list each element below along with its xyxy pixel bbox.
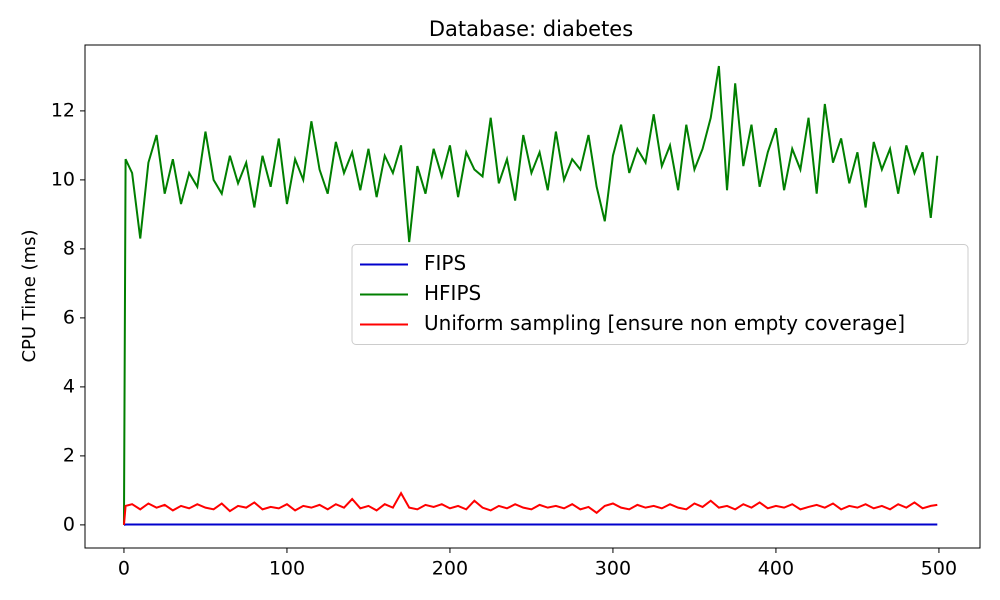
x-tick-label: 300 [595,558,631,580]
chart-title: Database: diabetes [429,17,633,41]
legend-box [351,244,969,345]
y-tick-label: 4 [63,375,75,397]
y-tick-label: 10 [51,168,75,190]
series-line [122,65,939,525]
x-tick-label: 0 [118,558,130,580]
y-tick-label: 12 [51,99,75,121]
x-tick-label: 100 [269,558,305,580]
x-tick-label: 500 [921,558,957,580]
legend-label: HFIPS [424,281,481,305]
legend-label: FIPS [424,251,466,275]
y-tick-label: 6 [63,306,75,328]
legend: FIPS HFIPS Uniform sampling [ensure non em… [351,244,969,345]
y-tick-label: 8 [63,237,75,259]
y-tick-label: 2 [63,444,75,466]
series-line [122,491,938,525]
y-axis-label: CPU Time (ms) [19,229,40,362]
x-tick-label: 400 [758,558,794,580]
y-tick-label: 0 [63,513,75,535]
legend-label: Uniform sampling [ensure non empty cover… [424,311,905,335]
plot-frame [84,44,981,549]
x-tick-label: 200 [432,558,468,580]
